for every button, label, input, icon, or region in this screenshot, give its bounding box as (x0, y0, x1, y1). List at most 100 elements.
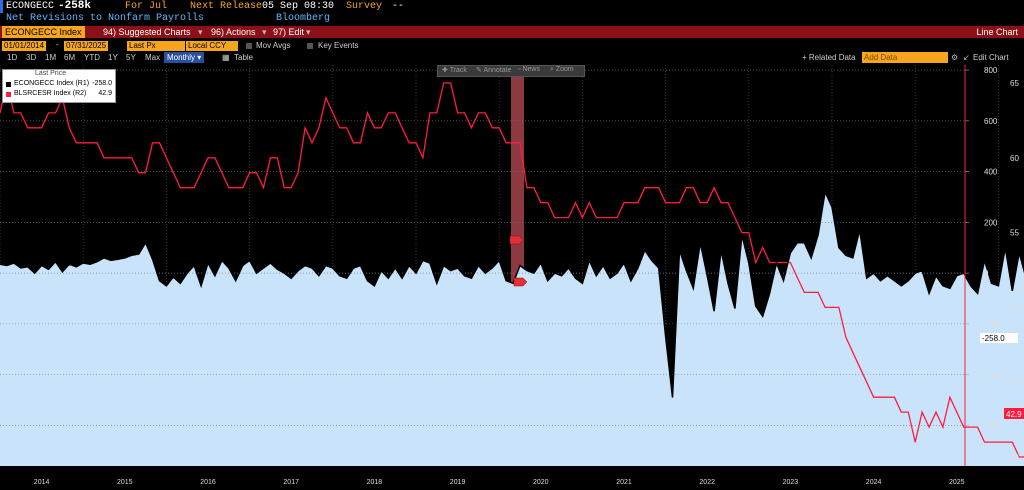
actions-menu[interactable]: 96) Actions (211, 27, 256, 37)
legend-title: Last Price (35, 70, 67, 77)
news-tool[interactable]: ▫ News (518, 66, 540, 73)
range-bar: 1D 3D 1M 6M YTD 1Y 5Y Max Monthly ▾ ▦ Ta… (0, 52, 1024, 63)
legend-name-r1: ECONGECC Index (R1) (14, 80, 90, 87)
legend-value-r2: 42.9 (98, 90, 112, 97)
range-ytd[interactable]: YTD (84, 53, 100, 62)
table-icon[interactable]: ▦ (222, 53, 230, 62)
event-marker[interactable] (509, 235, 524, 245)
event-markers (509, 235, 528, 287)
key-events-checkbox[interactable] (307, 43, 313, 49)
r1-tick-label: 800 (984, 66, 998, 75)
controls-bar: 01/01/2014 - 07/31/2025 Last Px Local CC… (0, 40, 1024, 52)
grid-overlay (0, 69, 965, 426)
x-tick-label: 2024 (866, 479, 882, 486)
legend-swatch-r1 (6, 82, 11, 87)
r1-tick-label: -400 (984, 371, 1001, 380)
legend: Last Price ECONGECC Index (R1) -258.0 BL… (2, 69, 116, 103)
annotate-tool[interactable]: ✎ Annotate (476, 67, 512, 74)
range-1d[interactable]: 1D (7, 53, 18, 62)
r2-tick-label: 60 (1010, 154, 1019, 163)
r1-last-label-bg (980, 333, 1018, 343)
range-1y[interactable]: 1Y (108, 53, 118, 62)
currency-select[interactable]: Local CCY (186, 41, 238, 51)
edit-chart-button[interactable]: Edit Chart (973, 53, 1009, 62)
r1-last-label: -258.0 (982, 334, 1005, 343)
series-description: Net Revisions to Nonfarm Payrolls (6, 13, 205, 24)
x-tick-label: 2017 (283, 479, 299, 486)
x-tick-label: 2018 (367, 479, 383, 486)
legend-value-r1: -258.0 (92, 80, 112, 87)
r2-tick-label: 40 (1010, 453, 1019, 462)
r2-last-label-bg (1004, 408, 1024, 419)
mov-avgs-label: Mov Avgs (256, 41, 291, 50)
frequency-label: Monthly (167, 53, 196, 62)
x-tick-label: 2022 (699, 479, 715, 486)
gear-icon[interactable]: ⚙ (951, 53, 959, 62)
edit-chart-icon: ↙ (963, 53, 970, 62)
start-date-input[interactable]: 01/01/2014 (2, 41, 47, 51)
r1-tick-label: 400 (984, 168, 998, 177)
chevron-down-icon: ▾ (306, 27, 311, 37)
range-1m[interactable]: 1M (45, 53, 57, 62)
security-field[interactable]: ECONGECC Index (2, 26, 85, 38)
track-tool[interactable]: ✚ Track (442, 67, 467, 74)
chevron-down-icon: ▾ (262, 27, 267, 37)
grid (0, 65, 999, 466)
frequency-select[interactable]: Monthly ▾ (164, 52, 205, 63)
chart-area[interactable]: -600 -400 -200 0 200 400 600 800 40 45 50 55 60 65 2… (0, 65, 1024, 488)
annotate-label: Annotate (483, 67, 512, 74)
add-data-input[interactable]: Add Data (862, 52, 948, 63)
r2-tick-label: 45 (1010, 378, 1019, 387)
field-select[interactable]: Last Px (127, 41, 185, 51)
range-max[interactable]: Max (145, 53, 161, 62)
news-label: News (522, 66, 540, 73)
line-chart[interactable]: -600 -400 -200 0 200 400 600 800 40 45 50 55 60 65 2… (0, 65, 1024, 488)
edit-menu[interactable]: 97) Edit (273, 27, 305, 37)
series-source: Bloomberg (276, 13, 331, 24)
survey-label: Survey (346, 1, 383, 12)
latest-value: -258k (58, 0, 92, 12)
range-5y[interactable]: 5Y (126, 53, 136, 62)
next-release-value: 05 Sep 08:30 (262, 1, 335, 12)
x-tick-label: 2016 (200, 479, 216, 486)
x-tick-label: 2019 (450, 479, 466, 486)
mov-avgs-checkbox[interactable] (246, 43, 252, 49)
table-button[interactable]: Table (234, 53, 254, 62)
x-tick-label: 2023 (783, 479, 799, 486)
r1-tick-label: 600 (984, 117, 998, 126)
range-6m[interactable]: 6M (64, 53, 76, 62)
r1-tick-label: 0 (984, 269, 989, 278)
event-marker[interactable] (513, 277, 528, 287)
x-tick-label: 2025 (949, 479, 965, 486)
date-separator: - (56, 40, 59, 49)
x-tick-label: 2014 (34, 479, 50, 486)
related-data-button[interactable]: + Related Data (802, 53, 856, 62)
econgecc-line (0, 189, 1024, 398)
r2-axis: 40 45 50 55 60 65 (1010, 79, 1019, 462)
legend-name-r2: BLSRCESR Index (R2) (14, 90, 87, 97)
ticker-label: ECONGECC (6, 1, 55, 12)
header-bar: ECONGECC -258k For Jul Next Release 05 S… (0, 0, 1024, 13)
blsrcesr-line (0, 82, 1024, 458)
r1-tick-label: -600 (984, 421, 1001, 430)
zoom-label: Zoom (555, 66, 574, 73)
track-label: Track (449, 67, 467, 74)
legend-item-r1: ECONGECC Index (R1) -258.0 (6, 80, 114, 89)
r2-tick-label: 55 (1010, 229, 1019, 238)
r2-tick-label: 50 (1010, 303, 1019, 312)
r1-axis: -600 -400 -200 0 200 400 600 800 (965, 66, 1001, 430)
range-3d[interactable]: 3D (26, 53, 37, 62)
legend-swatch-r2 (6, 92, 11, 97)
description-bar: Net Revisions to Nonfarm Payrolls Bloomb… (0, 13, 1024, 25)
chevron-down-icon: ▾ (198, 27, 203, 37)
last-value-labels: -258.0 42.9 (980, 333, 1024, 419)
key-events-label: Key Events (318, 41, 359, 50)
end-date-input[interactable]: 07/31/2025 (64, 41, 109, 51)
chart-tool-strip: ✚ Track ✎ Annotate ▫ News ⌕ Zoom (437, 65, 585, 77)
focus-marker (0, 0, 3, 13)
econgecc-area (0, 191, 1024, 466)
zoom-tool[interactable]: ⌕ Zoom (550, 66, 574, 73)
x-tick-label: 2021 (616, 479, 632, 486)
suggested-charts-menu[interactable]: 94) Suggested Charts (103, 27, 191, 37)
legend-item-r2: BLSRCESR Index (R2) 42.9 (6, 90, 114, 99)
